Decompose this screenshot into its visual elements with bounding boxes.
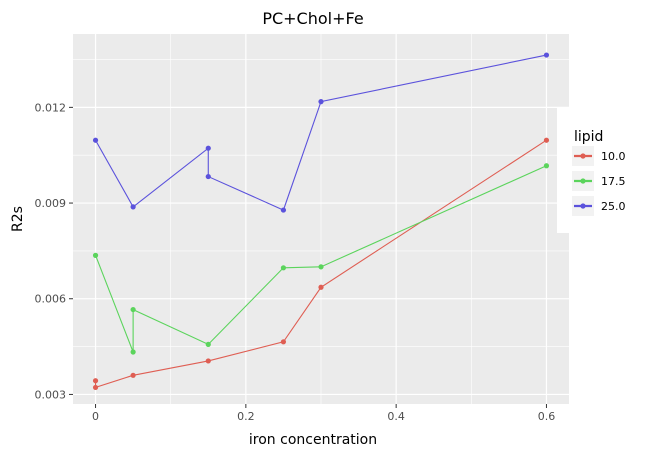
legend-label: 17.5 (601, 175, 626, 188)
data-point-17.5 (92, 252, 99, 258)
x-tick-label: 0 (92, 410, 99, 423)
data-point-10.0 (318, 284, 324, 290)
data-point-25.0 (205, 173, 211, 180)
data-point-10.0 (92, 384, 99, 391)
data-point-17.5 (130, 306, 136, 313)
legend-box (557, 107, 654, 233)
data-point-25.0 (205, 145, 211, 151)
data-point-25.0 (280, 207, 287, 213)
x-tick-label: 0.6 (538, 410, 556, 423)
y-tick-label: 0.003 (35, 388, 67, 401)
legend-key-point (580, 153, 586, 159)
legend-label: 25.0 (601, 200, 626, 213)
data-point-17.5 (318, 264, 324, 270)
x-axis-title: iron concentration (249, 432, 377, 448)
data-point-25.0 (92, 137, 99, 143)
data-point-10.0 (130, 372, 136, 378)
grid-major (73, 34, 569, 404)
legend-key-point (580, 203, 586, 209)
legend-label: 10.0 (601, 150, 626, 163)
x-axis: 0 0.2 0.4 0.6 (92, 404, 555, 423)
data-point-10.0 (205, 358, 211, 364)
data-point-10.0 (280, 339, 287, 345)
legend: lipid 10.0 17.5 25.0 (557, 107, 654, 233)
x-tick-label: 0.4 (387, 410, 405, 423)
data-point-10.0 (543, 137, 550, 143)
data-point-25.0 (318, 99, 324, 105)
legend-items: 10.0 17.5 25.0 (572, 146, 626, 216)
data-point-25.0 (543, 52, 550, 58)
y-tick-label: 0.009 (35, 197, 67, 210)
y-axis: 0.003 0.006 0.009 0.012 (35, 101, 73, 401)
y-tick-label: 0.006 (35, 293, 67, 306)
data-point-17.5 (205, 341, 211, 347)
data-point-17.5 (130, 349, 136, 355)
data-point-25.0 (130, 204, 136, 210)
legend-key-point (580, 178, 586, 184)
data-point-17.5 (280, 265, 287, 271)
chart-title: PC+Chol+Fe (262, 9, 363, 28)
series-layer (92, 52, 550, 391)
data-point-17.5 (543, 163, 550, 169)
x-tick-label: 0.2 (237, 410, 255, 423)
y-tick-label: 0.012 (35, 101, 67, 114)
legend-title: lipid (574, 129, 603, 145)
y-axis-title: R2s (10, 206, 26, 232)
data-point-10.0 (92, 378, 99, 384)
grid-minor (73, 34, 569, 404)
